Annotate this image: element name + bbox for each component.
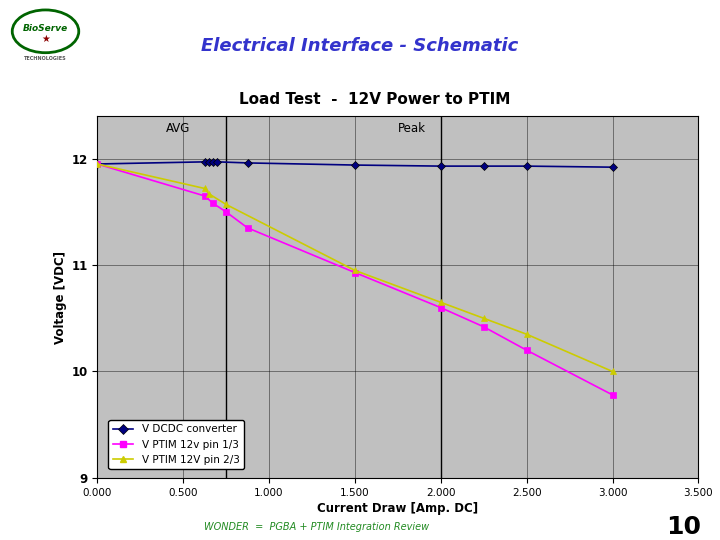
- Y-axis label: Voltage [VDC]: Voltage [VDC]: [54, 251, 67, 343]
- Text: Peak: Peak: [397, 123, 426, 136]
- Text: BioServe: BioServe: [23, 24, 68, 32]
- X-axis label: Current Draw [Amp. DC]: Current Draw [Amp. DC]: [318, 502, 478, 515]
- Text: ★: ★: [41, 34, 50, 44]
- Text: 10: 10: [667, 515, 701, 538]
- Text: Electrical Interface - Schematic: Electrical Interface - Schematic: [202, 37, 518, 55]
- Text: TECHNOLOGIES: TECHNOLOGIES: [24, 56, 67, 61]
- Text: Load Test  -  12V Power to PTIM: Load Test - 12V Power to PTIM: [239, 92, 510, 107]
- Text: AVG: AVG: [166, 123, 190, 136]
- Legend: V DCDC converter, V PTIM 12v pin 1/3, V PTIM 12V pin 2/3: V DCDC converter, V PTIM 12v pin 1/3, V …: [109, 420, 244, 469]
- Text: WONDER  =  PGBA + PTIM Integration Review: WONDER = PGBA + PTIM Integration Review: [204, 522, 429, 531]
